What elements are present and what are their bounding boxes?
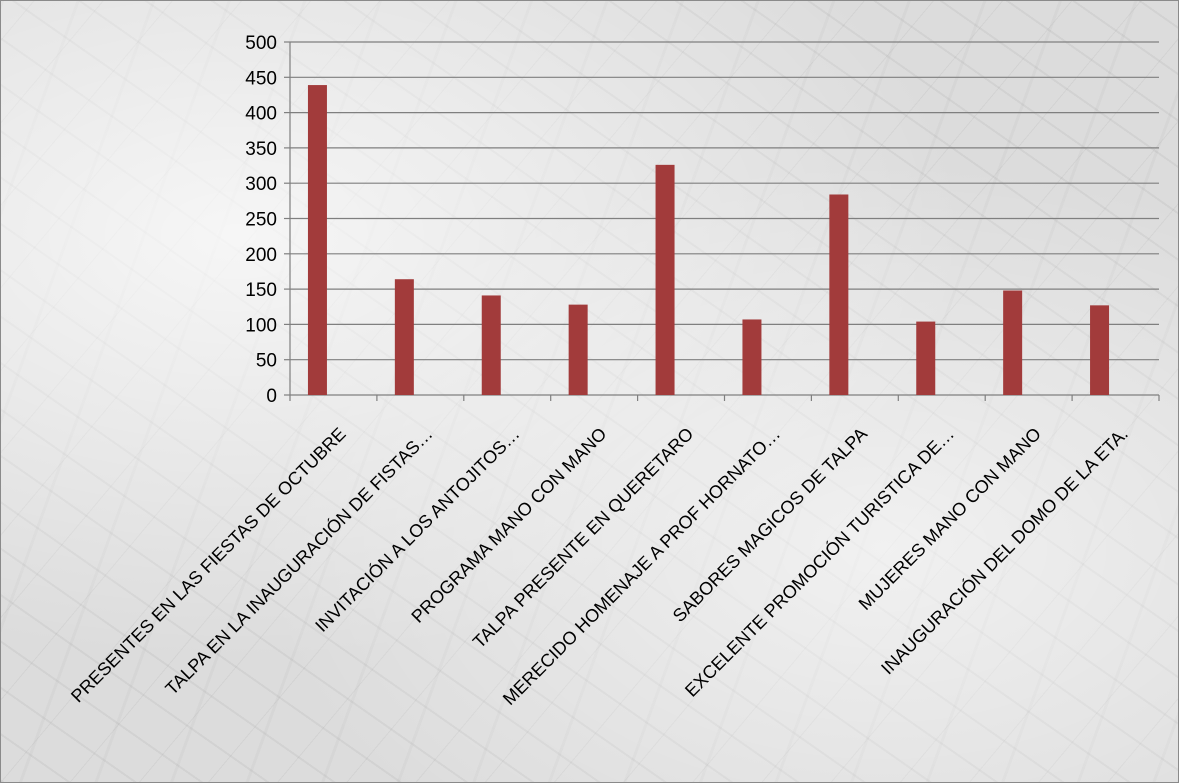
bar [655, 164, 675, 395]
bars [307, 85, 1110, 395]
y-tick-label: 0 [266, 386, 277, 407]
y-tick-label: 400 [245, 104, 277, 125]
bar [1090, 305, 1110, 395]
x-tick-label: PROGRAMA MANO CON MANO [407, 424, 610, 627]
y-tick-label: 350 [245, 139, 277, 160]
y-tick-label: 450 [245, 68, 277, 89]
bar [394, 279, 414, 395]
x-tick-label: SABORES MAGICOS DE TALPA [669, 424, 871, 626]
y-tick-label: 150 [245, 280, 277, 301]
x-tick-label: MUJERES MANO CON MANO [855, 424, 1045, 614]
x-tick-labels: PRESENTES EN LAS FIESTAS DE OCTUBRETALPA… [67, 423, 1132, 709]
bar [307, 85, 327, 395]
y-tick-label: 250 [245, 210, 277, 231]
y-tick-label: 50 [256, 351, 277, 372]
bar [742, 319, 762, 395]
bar [829, 194, 849, 395]
bar [1003, 290, 1023, 395]
y-tick-labels: 0 50 100 150 200 250 300 350 400 450 500 [245, 33, 277, 407]
bar [916, 321, 936, 395]
bar [568, 304, 588, 395]
axes [284, 41, 1160, 401]
y-tick-label: 300 [245, 174, 277, 195]
y-tick-label: 100 [245, 315, 277, 336]
y-tick-label: 500 [245, 33, 277, 54]
gridlines [290, 41, 1159, 361]
y-tick-label: 200 [245, 245, 277, 266]
bar [481, 295, 501, 395]
